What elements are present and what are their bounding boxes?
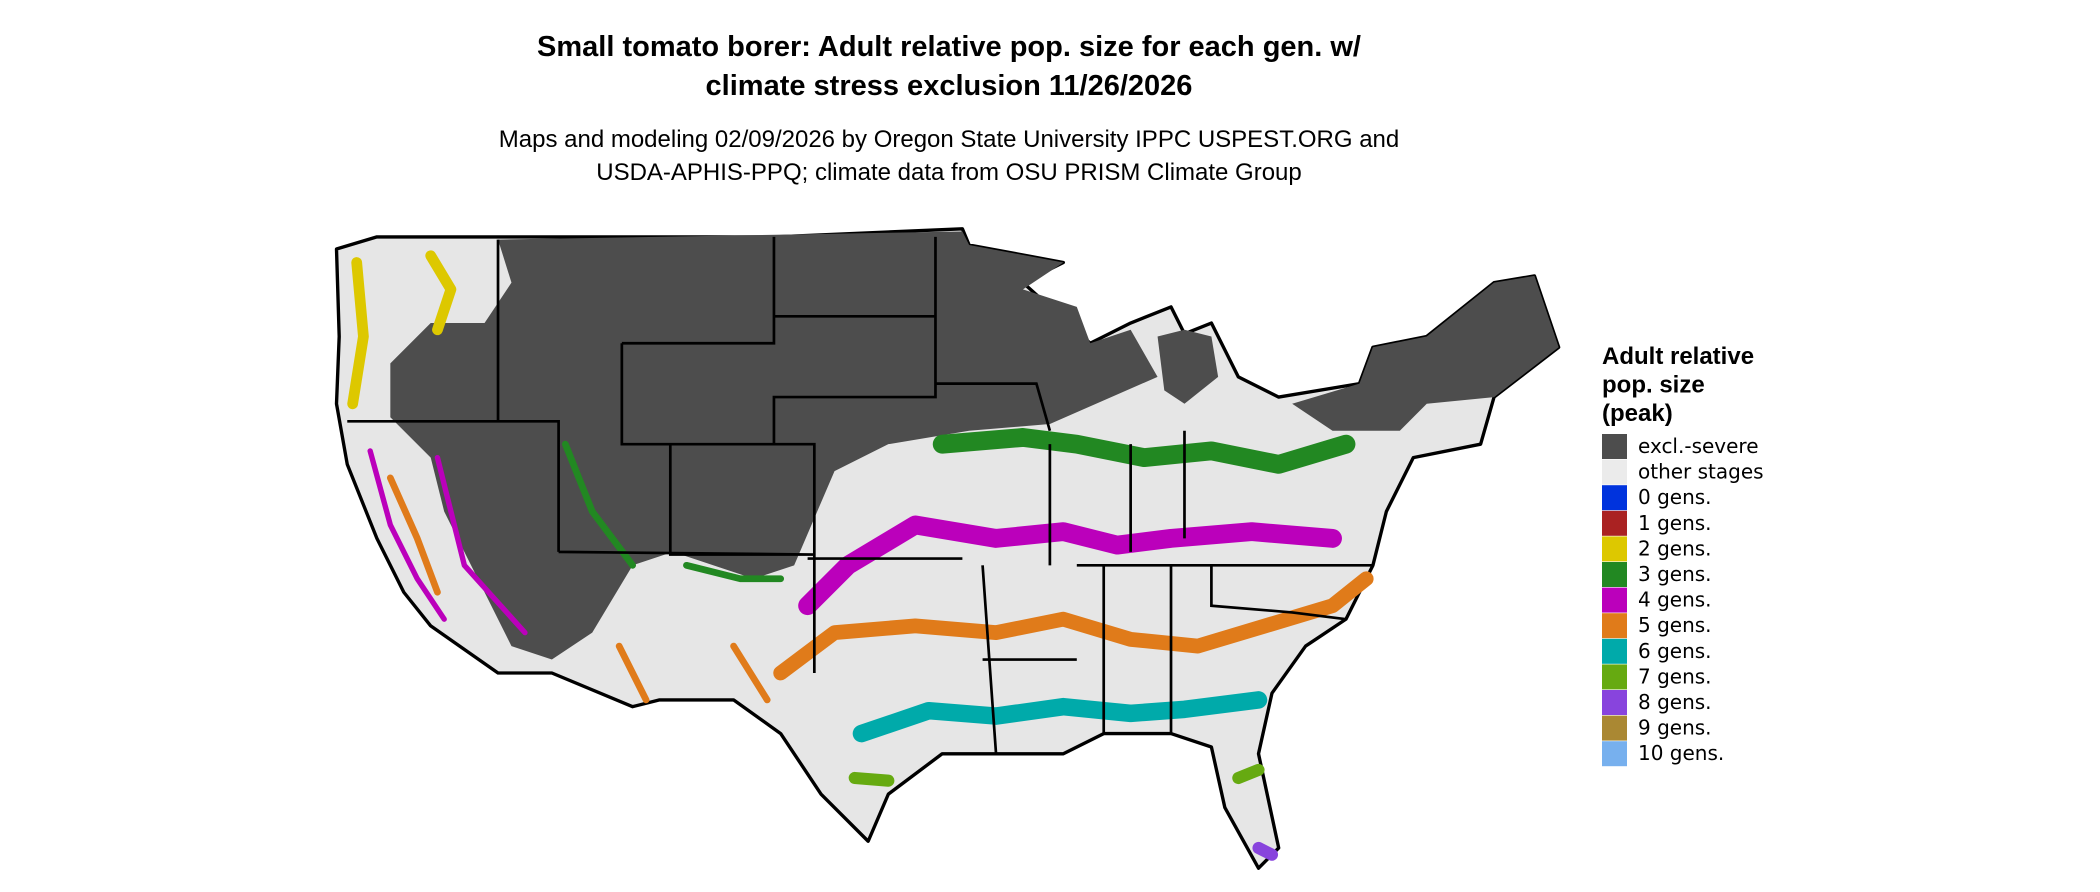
legend-label: 9 gens.: [1638, 716, 1712, 740]
legend-label: 10 gens.: [1638, 741, 1724, 765]
legend-label: 0 gens.: [1638, 485, 1712, 509]
exclusion-region: [1157, 329, 1219, 404]
legend-label: 5 gens.: [1638, 613, 1712, 637]
state-borders: [347, 236, 1373, 754]
subtitle: USDA-APHIS-PPQ; climate data from OSU PR…: [596, 159, 1302, 186]
legend-swatch: [1602, 459, 1627, 485]
band: [848, 763, 1265, 787]
band: [386, 474, 771, 704]
band: [773, 571, 1374, 681]
legend-swatch: [1602, 741, 1627, 767]
legend-title: Adult relative: [1602, 343, 1754, 370]
us-map: [334, 227, 1561, 870]
border: [498, 430, 1373, 754]
legend-label: 7 gens.: [1638, 664, 1712, 688]
title: climate stress exclusion 11/26/2026: [706, 70, 1193, 102]
legend-swatch: [1602, 485, 1627, 511]
legend-label: 8 gens.: [1638, 690, 1712, 714]
subtitle: Maps and modeling 02/09/2026 by Oregon S…: [499, 126, 1399, 153]
legend-label: 6 gens.: [1638, 639, 1712, 663]
labels: Small tomato borer: Adult relative pop. …: [499, 31, 1764, 767]
legend-swatch: [1602, 613, 1627, 639]
legend-label: 2 gens.: [1638, 536, 1712, 560]
title: Small tomato borer: Adult relative pop. …: [537, 31, 1361, 63]
band: [798, 515, 1342, 616]
band: [561, 440, 785, 583]
legend-swatch: [1602, 638, 1627, 664]
band: [367, 448, 528, 636]
band: [932, 428, 1356, 474]
band: [347, 250, 457, 410]
legend-swatch: [1602, 434, 1627, 459]
legend-label: 4 gens.: [1638, 588, 1712, 612]
legend-label: other stages: [1638, 460, 1764, 484]
exclusion-region: [1292, 275, 1559, 431]
legend-swatch: [1602, 536, 1627, 562]
legend-label: 1 gens.: [1638, 511, 1712, 535]
legend-label: excl.-severe: [1638, 434, 1759, 458]
legend-swatch: [1602, 562, 1627, 587]
border: [347, 236, 1052, 673]
legend-swatch: [1602, 690, 1627, 715]
legend-swatch: [1602, 664, 1627, 690]
generation-bands: [347, 250, 1374, 861]
band: [852, 691, 1268, 743]
legend-swatch: [1602, 715, 1627, 741]
legend-title: (peak): [1602, 400, 1673, 427]
legend-swatch: [1602, 510, 1627, 536]
band: [1252, 841, 1279, 861]
legend-swatch: [1602, 587, 1627, 613]
legend-title: pop. size: [1602, 372, 1705, 399]
legend-label: 3 gens.: [1638, 562, 1712, 586]
